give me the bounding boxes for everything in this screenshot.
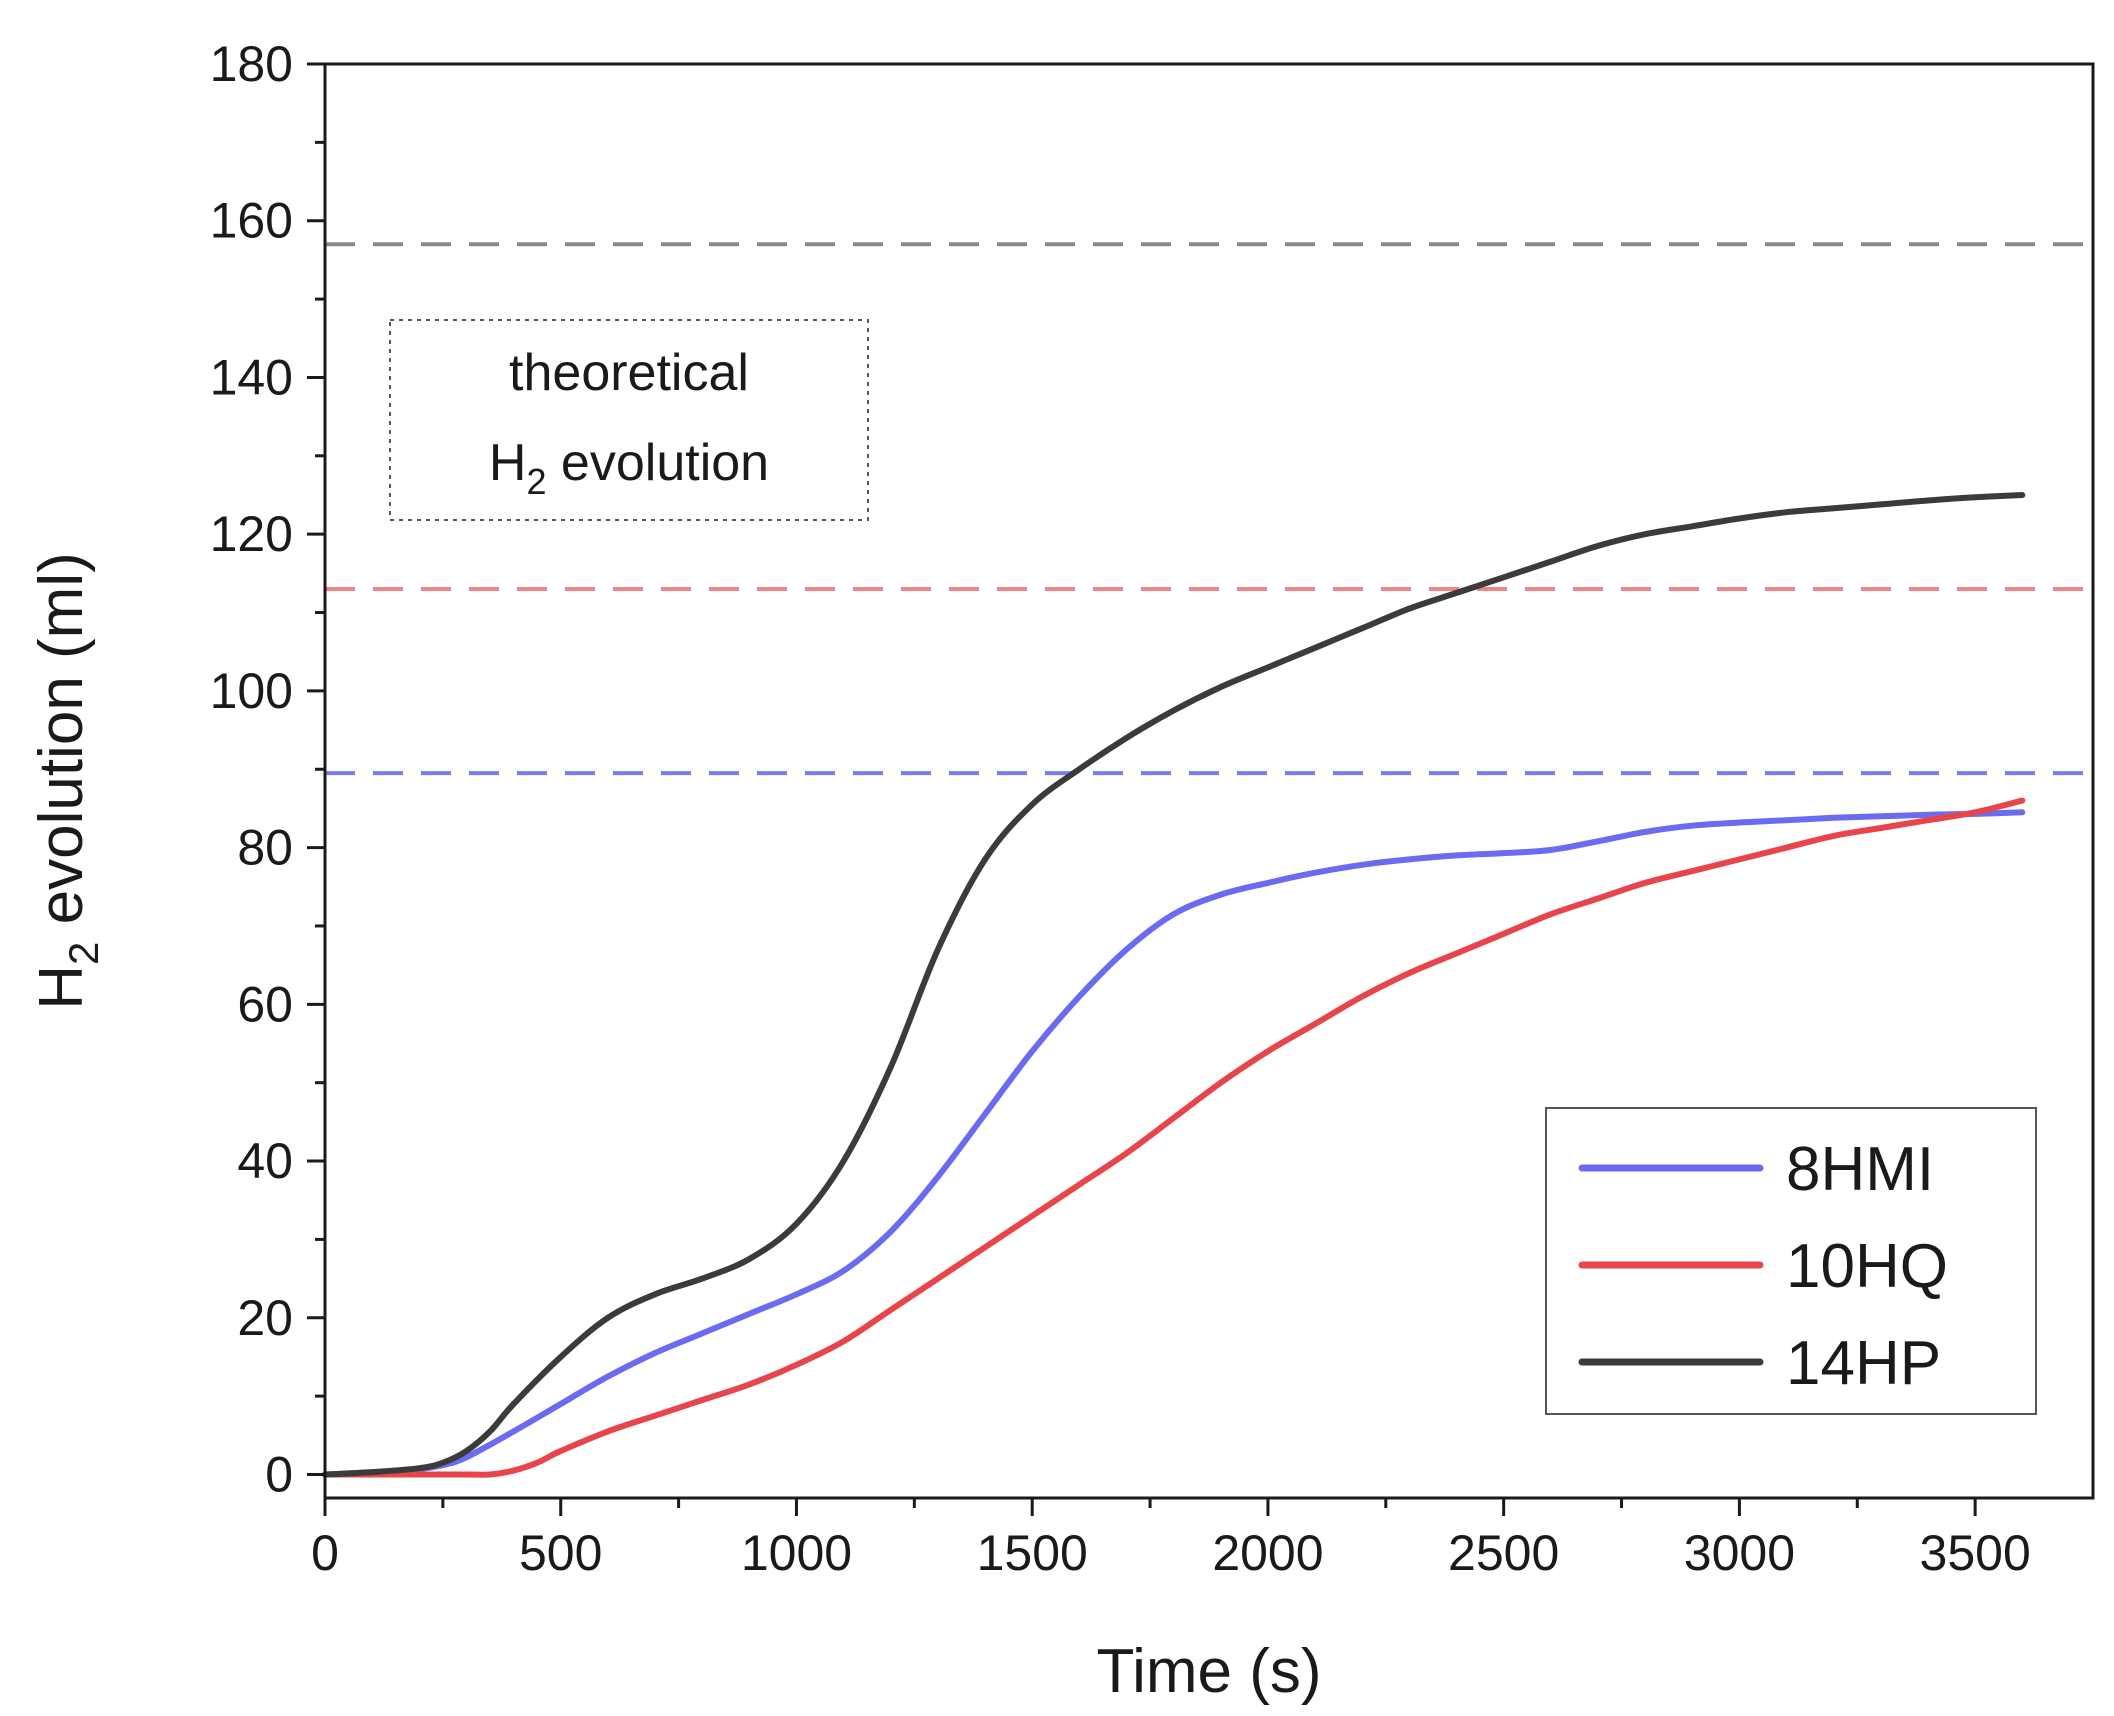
legend-label-8HMI: 8HMI xyxy=(1786,1135,1934,1204)
y-tick-label: 80 xyxy=(237,820,293,876)
legend: 8HMI 10HQ 14HP xyxy=(1545,1107,2037,1415)
annotation-box xyxy=(389,319,869,521)
y-axis-label-subscript: 2 xyxy=(60,942,107,965)
plot-area-frame xyxy=(323,62,2095,1500)
annotation-line2: H2 evolution xyxy=(489,434,769,502)
axis-ticks: 0 500 1000 1500 2000 2500 3000 3500 0 20 40 60 80 100… xyxy=(210,36,2031,1581)
y-tick-label: 60 xyxy=(237,976,293,1032)
y-axis-label-rest: evolution (ml) xyxy=(27,552,96,941)
x-tick-label: 2000 xyxy=(1212,1525,1323,1581)
x-axis-label: Time (s) xyxy=(1097,1637,1322,1706)
x-tick-label: 3500 xyxy=(1920,1525,2031,1581)
series-lines xyxy=(322,492,2026,1478)
y-tick-label: 180 xyxy=(210,36,293,92)
y-tick-label: 100 xyxy=(210,663,293,719)
y-tick-label: 0 xyxy=(265,1446,293,1502)
y-tick-label: 20 xyxy=(237,1290,293,1346)
y-tick-label: 140 xyxy=(210,349,293,405)
series-line-10HQ xyxy=(322,797,2026,1478)
series-line-8HMI xyxy=(322,809,2026,1478)
y-tick-label: 120 xyxy=(210,506,293,562)
x-tick-label: 2500 xyxy=(1448,1525,1559,1581)
legend-label-14HP: 14HP xyxy=(1786,1329,1941,1398)
y-axis-label-h: H xyxy=(27,965,96,1010)
annotation-line1: theoretical xyxy=(509,344,749,402)
x-tick-label: 1000 xyxy=(741,1525,852,1581)
x-tick-label: 500 xyxy=(519,1525,602,1581)
legend-label-10HQ: 10HQ xyxy=(1786,1232,1948,1301)
x-tick-label: 1500 xyxy=(977,1525,1088,1581)
theoretical-annotation: theoretical H2 evolution xyxy=(389,319,869,521)
annotation-subscript: 2 xyxy=(526,461,546,502)
reference-lines xyxy=(325,242,2093,776)
y-tick-label: 40 xyxy=(237,1133,293,1189)
x-tick-label: 0 xyxy=(311,1525,339,1581)
annotation-h: H xyxy=(489,434,527,492)
x-tick-label: 3000 xyxy=(1684,1525,1795,1581)
annotation-rest: evolution xyxy=(546,434,769,492)
y-tick-label: 160 xyxy=(210,193,293,249)
y-axis-label: H2 evolution (ml) xyxy=(27,552,107,1010)
series-line-14HP xyxy=(322,492,2026,1478)
